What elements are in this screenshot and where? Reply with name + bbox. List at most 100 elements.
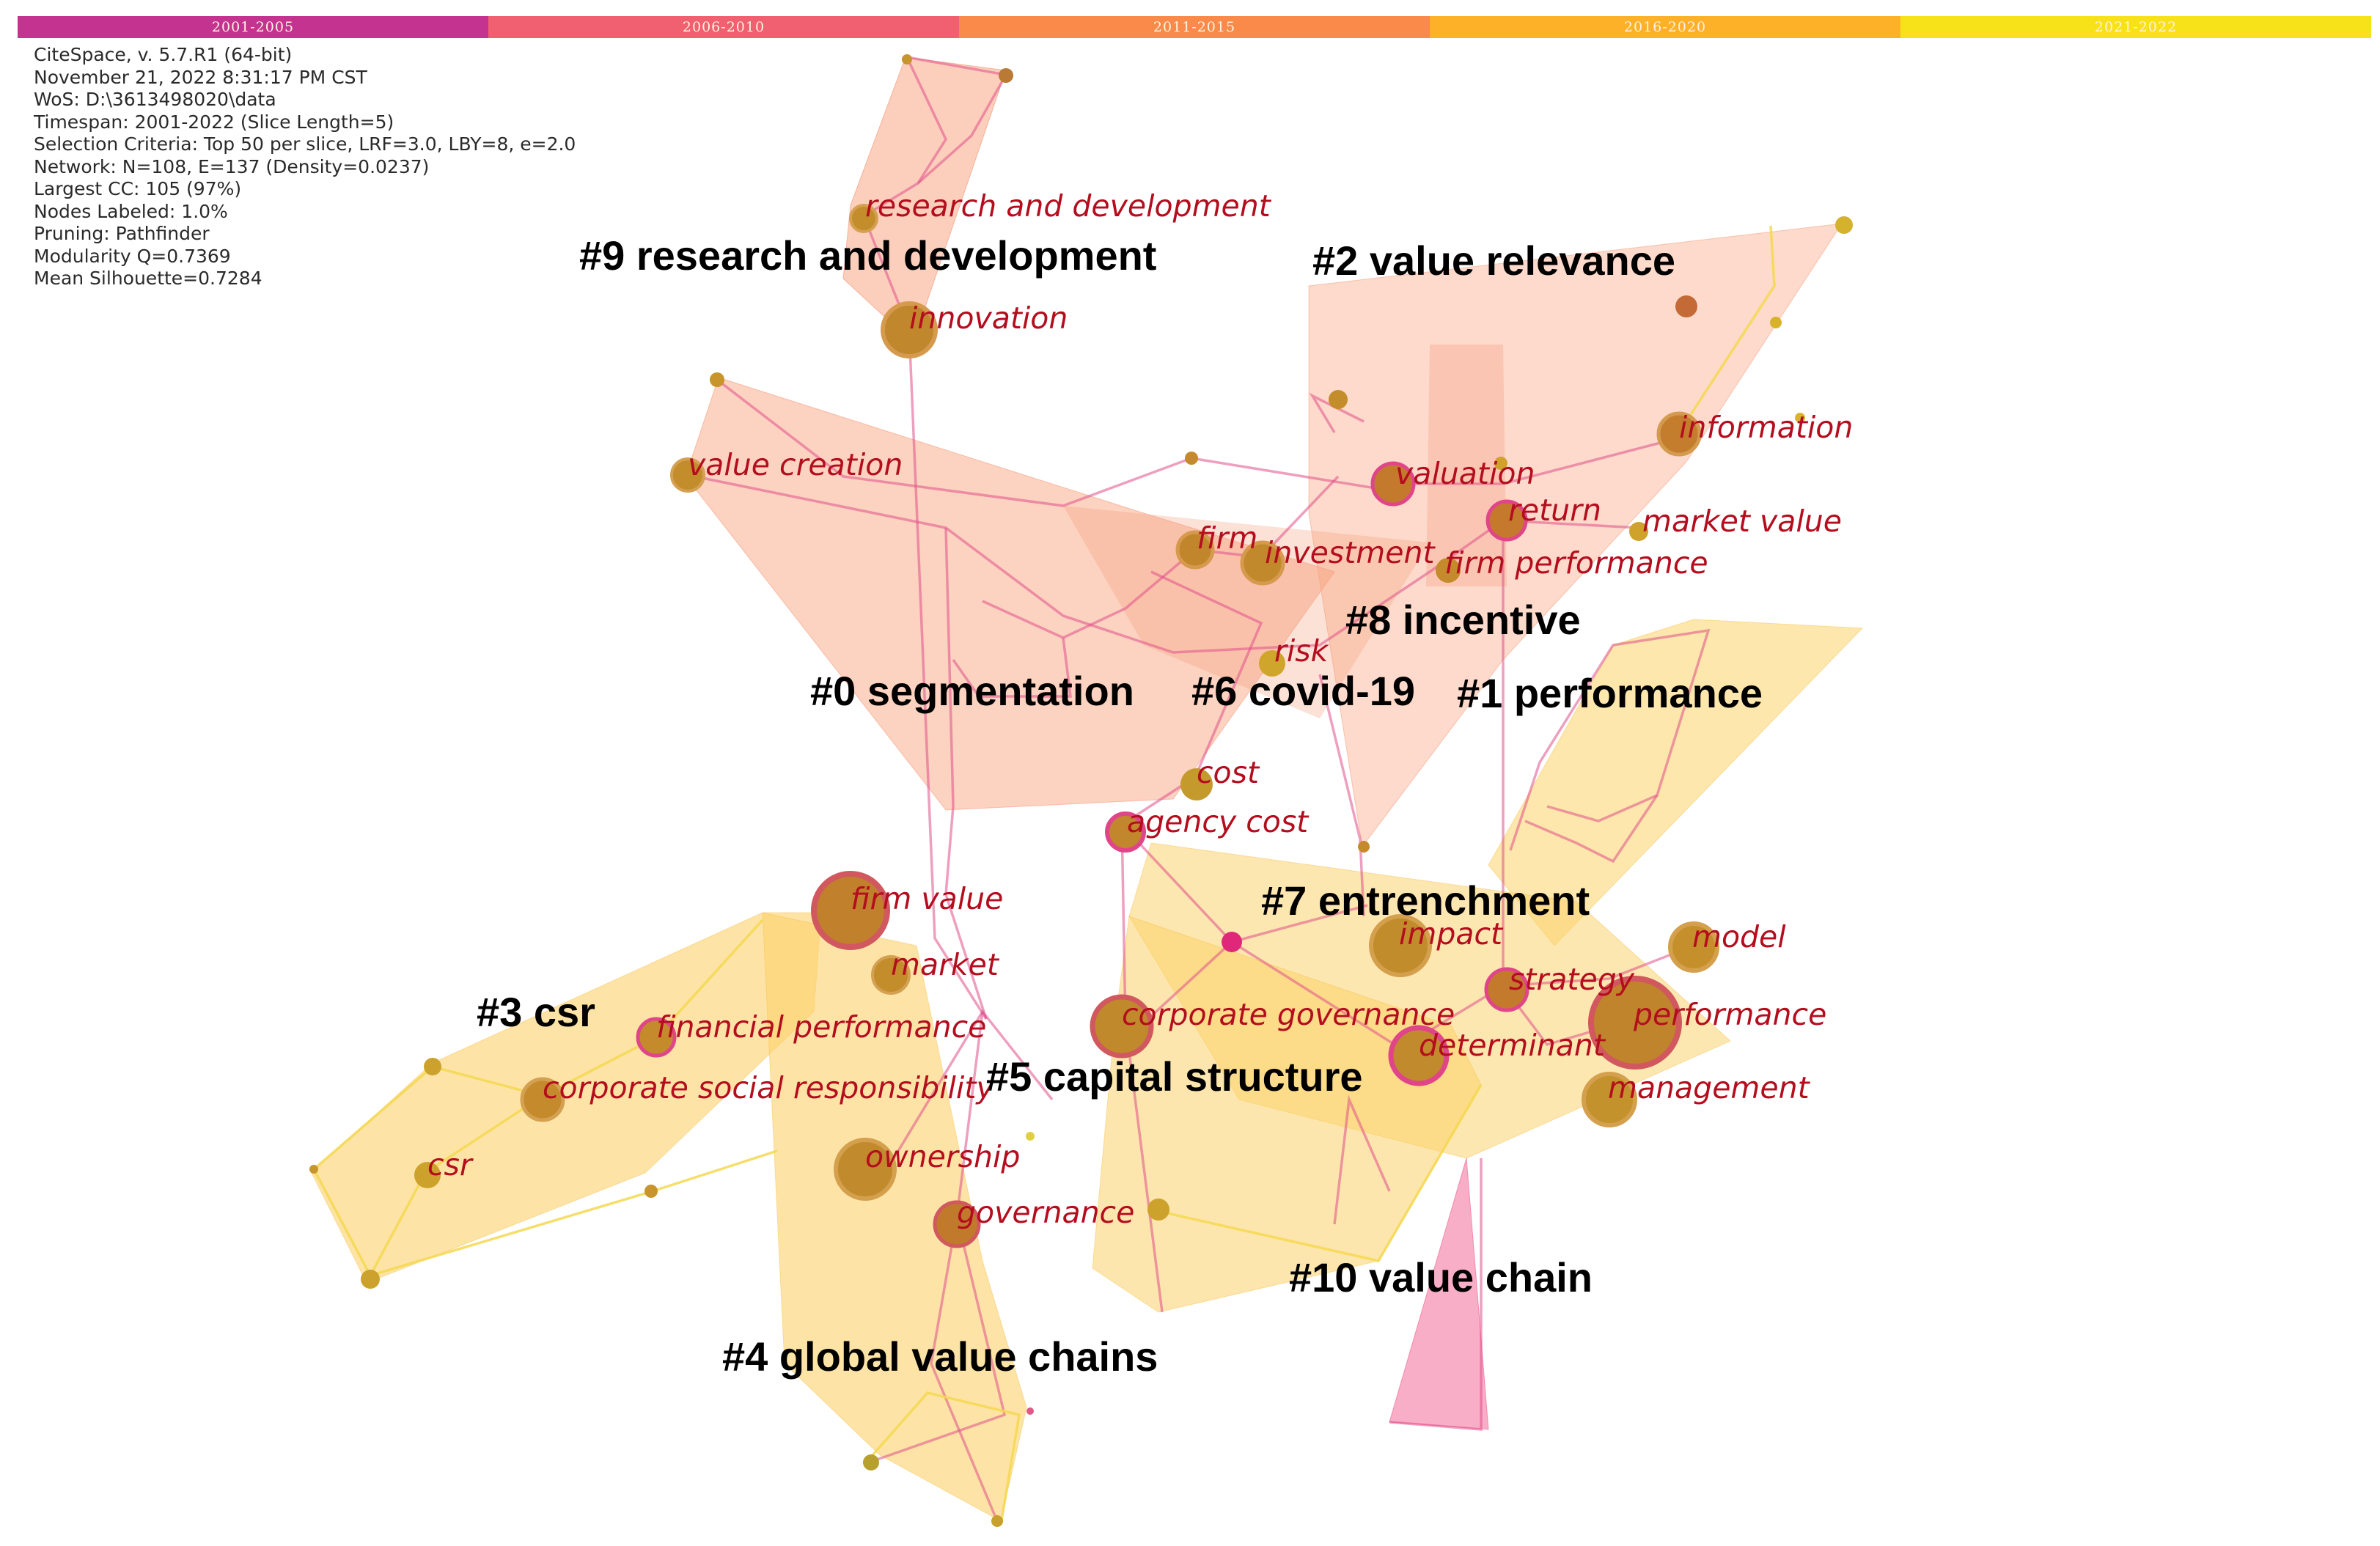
keyword-financial-performance: financial performance	[656, 1009, 986, 1045]
keyword-firm: firm	[1197, 520, 1257, 556]
node	[1485, 499, 1528, 542]
node	[811, 871, 890, 950]
keyword-agency-cost: agency cost	[1127, 804, 1310, 839]
meta-line: November 21, 2022 8:31:17 PM CST	[34, 66, 367, 88]
node	[1147, 1199, 1169, 1221]
keyword-model: model	[1692, 919, 1786, 954]
timeline-segment: 2016-2020	[1430, 16, 1900, 38]
keyword-csr: csr	[427, 1147, 474, 1182]
link	[868, 1011, 1007, 1464]
link	[952, 637, 1072, 698]
cluster-label-2: #2 value relevance	[1312, 238, 1675, 284]
meta-line: WoS: D:\3613498020\data	[34, 89, 276, 110]
keyword-valuation: valuation	[1395, 456, 1535, 491]
link	[944, 527, 988, 1020]
keyword-investment: investment	[1265, 535, 1436, 570]
link	[1389, 1158, 1483, 1431]
node	[1795, 413, 1805, 423]
keyword-cost: cost	[1197, 755, 1260, 790]
node	[1582, 1072, 1637, 1127]
node	[1222, 932, 1242, 952]
meta-line: Mean Silhouette=0.7284	[34, 268, 262, 289]
node	[1240, 540, 1285, 586]
node	[309, 1165, 318, 1174]
node	[863, 1454, 879, 1470]
node	[1185, 452, 1198, 465]
node	[1835, 216, 1853, 234]
keyword-strategy: strategy	[1509, 962, 1635, 997]
meta-line: Nodes Labeled: 1.0%	[34, 200, 228, 222]
node	[1180, 768, 1213, 800]
node	[636, 1017, 677, 1058]
node	[871, 955, 911, 995]
keyword-value-creation: value creation	[688, 447, 903, 482]
link	[1678, 225, 1776, 433]
link	[930, 1216, 999, 1522]
node	[1329, 390, 1348, 409]
keyword-innovation: innovation	[909, 301, 1068, 336]
cluster-hulls	[311, 56, 1864, 1522]
node	[1588, 976, 1682, 1070]
link	[1524, 795, 1659, 864]
keyword-market: market	[891, 947, 1000, 982]
keyword-risk: risk	[1274, 633, 1330, 669]
keyword-market-value: market value	[1642, 504, 1842, 539]
keyword-determinant: determinant	[1419, 1028, 1606, 1063]
link	[1509, 628, 1711, 851]
link	[871, 1391, 1021, 1525]
link	[1309, 392, 1365, 433]
keyword-performance: performance	[1633, 997, 1826, 1032]
cluster-label-4: #4 global value chains	[722, 1333, 1158, 1380]
cluster-label-8: #8 incentive	[1345, 597, 1581, 643]
keyword-return: return	[1508, 493, 1601, 528]
node	[361, 1270, 380, 1289]
meta-line: Timespan: 2001-2022 (Slice Length=5)	[34, 111, 394, 133]
node	[1388, 1025, 1450, 1086]
node	[520, 1077, 565, 1122]
node	[414, 1162, 441, 1188]
node	[849, 204, 878, 233]
timeline-bar: 2001-2005 2006-2010 2011-2015 2016-2020 …	[18, 16, 2371, 38]
keyword-ownership: ownership	[865, 1139, 1020, 1174]
node	[1105, 811, 1146, 853]
keyword-corporate-social-responsibility: corporate social responsibility	[543, 1070, 994, 1105]
meta-line: Network: N=108, E=137 (Density=0.0237)	[34, 155, 430, 177]
meta-line: CiteSpace, v. 5.7.R1 (64-bit)	[34, 44, 293, 65]
hull-global-value-chains	[762, 912, 1027, 1522]
keyword-governance: governance	[957, 1195, 1134, 1230]
keyword-information: information	[1679, 410, 1853, 445]
hull-capital-structure	[1092, 916, 1482, 1313]
node	[424, 1058, 441, 1075]
node	[1494, 457, 1507, 470]
cluster-label-6: #6 covid-19	[1191, 668, 1415, 714]
link	[1150, 1084, 1483, 1262]
node	[1026, 1132, 1035, 1141]
link	[1124, 1022, 1164, 1313]
node	[710, 372, 724, 387]
node	[902, 54, 912, 65]
timeline-segment: 2001-2005	[18, 16, 488, 38]
keyword-research-and-development: research and development	[865, 188, 1272, 224]
hull-covid	[1063, 506, 1430, 718]
node	[933, 1200, 981, 1248]
keyword-firm-value: firm value	[851, 881, 1003, 916]
meta-line: Largest CC: 105 (97%)	[34, 178, 242, 199]
link	[1318, 674, 1365, 917]
node	[1484, 967, 1529, 1012]
node	[834, 1138, 897, 1201]
cluster-label-0: #0 segmentation	[810, 668, 1134, 714]
keyword-labels: research and development innovation valu…	[427, 188, 1853, 1230]
node	[991, 1515, 1003, 1527]
cluster-label-10: #10 value chain	[1289, 1254, 1593, 1300]
node	[1175, 530, 1215, 570]
keyword-management: management	[1608, 1070, 1811, 1105]
node	[1436, 558, 1461, 583]
node	[1358, 841, 1370, 853]
node	[1259, 650, 1285, 677]
network-summary: CiteSpace, v. 5.7.R1 (64-bit) November 2…	[34, 44, 576, 290]
keyword-impact: impact	[1399, 916, 1504, 951]
keyword-corporate-governance: corporate governance	[1122, 997, 1455, 1032]
cluster-label-3: #3 csr	[477, 989, 595, 1035]
node	[1656, 411, 1702, 457]
meta-line: Modularity Q=0.7369	[34, 245, 231, 267]
